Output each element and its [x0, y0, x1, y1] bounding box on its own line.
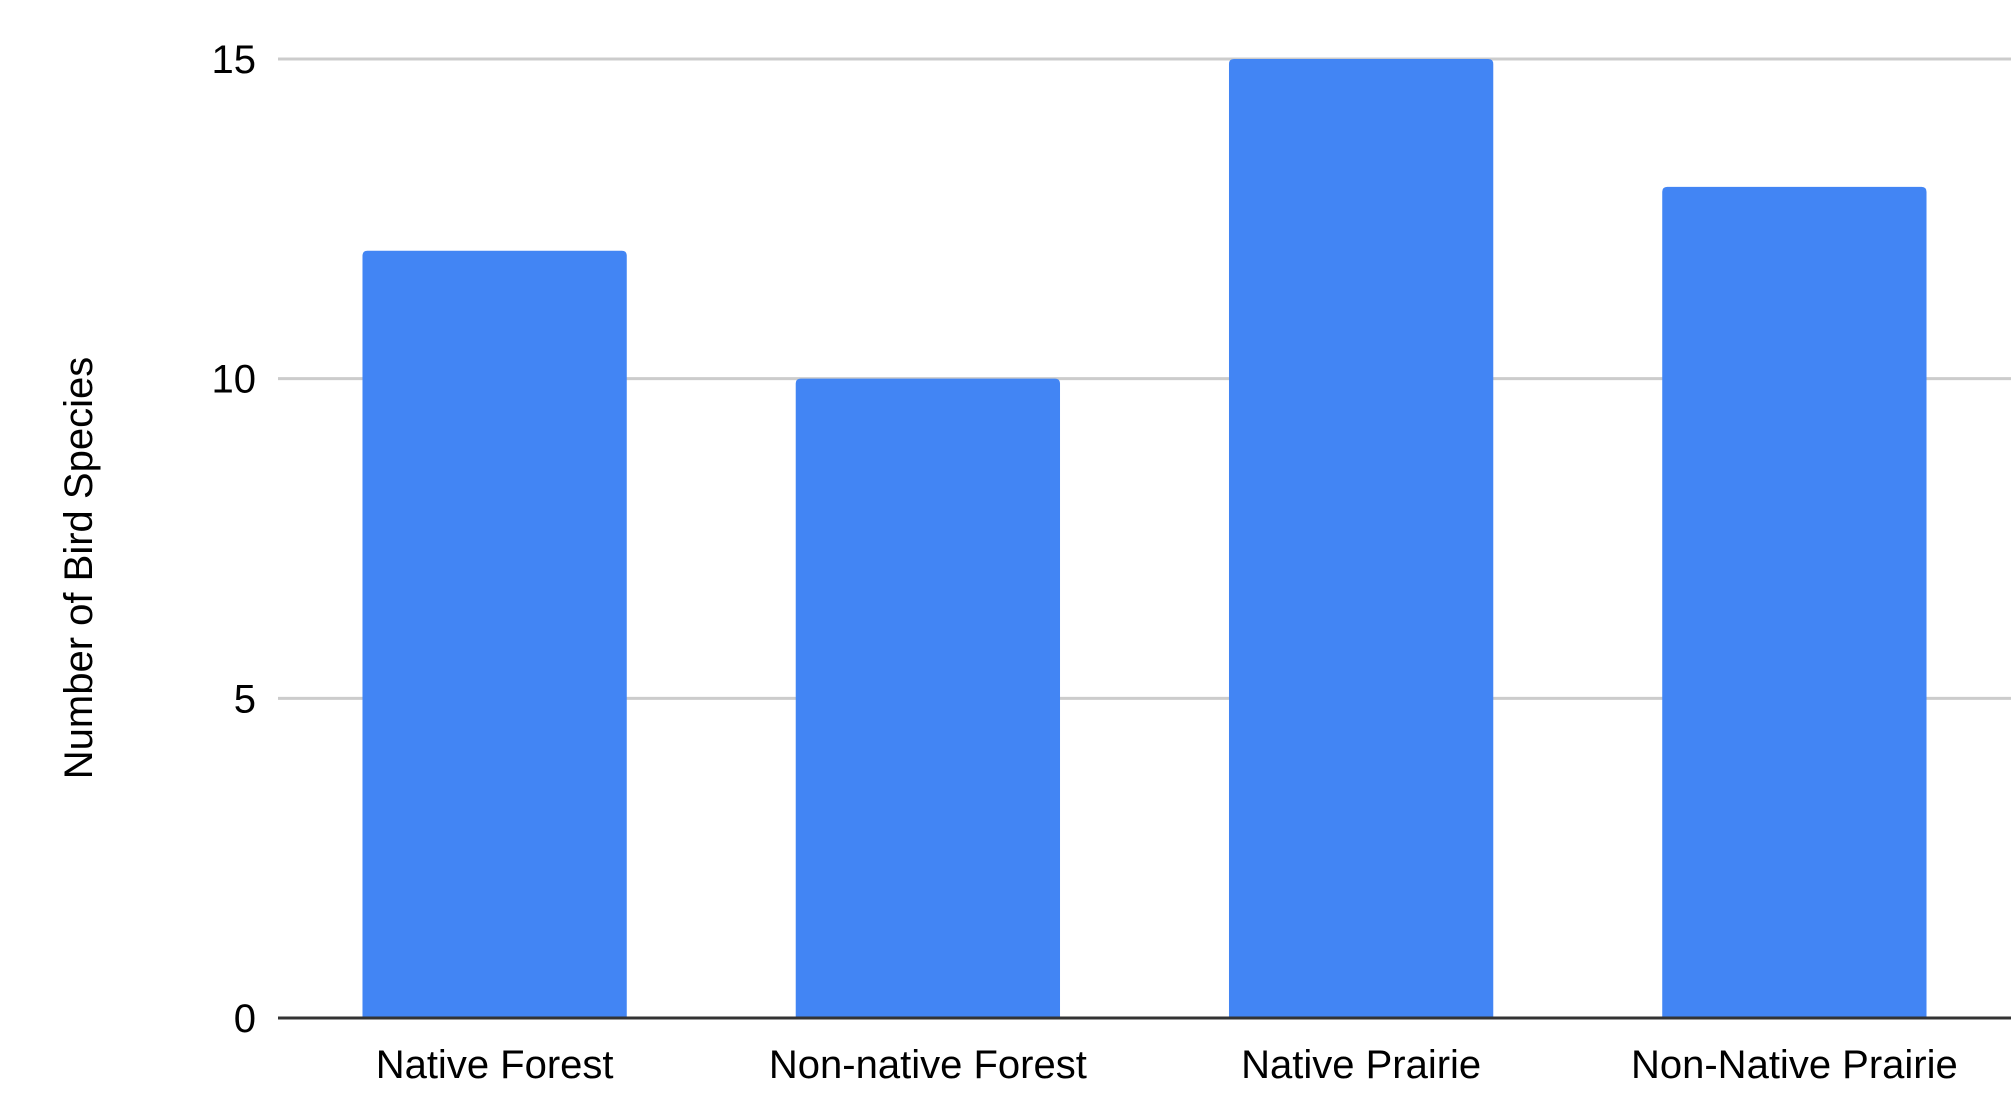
bar: [795, 378, 1061, 1019]
y-tick-label: 15: [212, 38, 257, 82]
y-tick-label: 10: [212, 358, 257, 402]
x-category-label: Non-Native Prairie: [1631, 1043, 1958, 1087]
bar: [1228, 59, 1494, 1018]
y-tick-label: 0: [234, 997, 256, 1041]
bar: [362, 250, 627, 1019]
y-axis-title: Number of Bird Species: [57, 357, 101, 779]
x-category-label: Native Prairie: [1241, 1043, 1481, 1087]
y-tick-labels: 0 5 10 15: [212, 38, 257, 1041]
y-tick-label: 5: [234, 677, 256, 721]
bars: [362, 59, 1927, 1019]
x-category-label: Native Forest: [376, 1043, 614, 1087]
bar: [1662, 186, 1927, 1018]
x-category-labels: Native Forest Non-native Forest Native Pra…: [376, 1043, 1958, 1087]
x-category-label: Non-native Forest: [769, 1043, 1087, 1087]
